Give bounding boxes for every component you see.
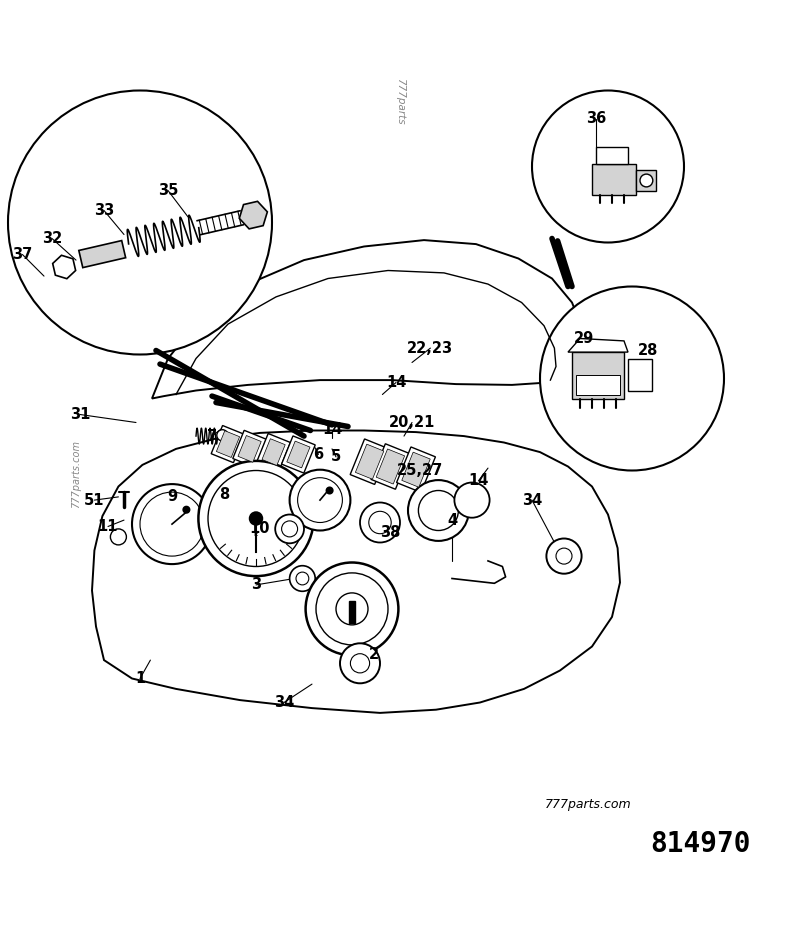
Bar (572, 352, 624, 399)
Circle shape (418, 491, 458, 530)
Text: 37: 37 (12, 247, 33, 262)
Circle shape (640, 174, 653, 187)
Text: 51: 51 (84, 493, 105, 508)
Polygon shape (355, 444, 384, 479)
Circle shape (454, 482, 490, 518)
Circle shape (316, 573, 388, 645)
Circle shape (296, 572, 309, 585)
Text: 20,21: 20,21 (389, 415, 435, 430)
Text: 29: 29 (574, 331, 594, 346)
Polygon shape (376, 449, 405, 484)
Circle shape (8, 90, 272, 355)
Polygon shape (79, 241, 126, 268)
Polygon shape (371, 444, 410, 490)
Text: 35: 35 (158, 183, 178, 198)
Circle shape (532, 90, 684, 243)
Bar (636, 171, 656, 191)
Circle shape (546, 538, 582, 574)
Polygon shape (211, 425, 245, 463)
Text: 2: 2 (370, 647, 379, 662)
Circle shape (132, 484, 212, 564)
Text: 32: 32 (42, 231, 62, 246)
Text: 38: 38 (380, 525, 401, 540)
Text: 10: 10 (250, 521, 270, 536)
Text: 14: 14 (322, 422, 342, 437)
Circle shape (369, 512, 391, 533)
Bar (628, 359, 652, 390)
Circle shape (326, 487, 333, 493)
Circle shape (290, 566, 315, 591)
Text: 14: 14 (468, 474, 489, 489)
Text: 9: 9 (167, 490, 177, 505)
Text: 777parts.com: 777parts.com (545, 797, 631, 810)
Polygon shape (286, 441, 310, 468)
Polygon shape (350, 439, 389, 484)
Circle shape (540, 287, 724, 471)
Circle shape (208, 471, 304, 567)
Text: 3: 3 (251, 577, 261, 592)
Circle shape (556, 549, 572, 564)
Text: 14: 14 (386, 375, 406, 390)
Bar (576, 375, 620, 395)
Circle shape (336, 593, 368, 624)
Polygon shape (152, 240, 584, 399)
Text: 4: 4 (447, 513, 457, 529)
Polygon shape (92, 431, 620, 713)
Text: 777parts.com: 777parts.com (71, 440, 81, 509)
Polygon shape (216, 431, 240, 457)
Circle shape (110, 529, 126, 545)
Bar (349, 601, 355, 623)
Text: 5: 5 (331, 450, 341, 464)
Text: 25,27: 25,27 (397, 463, 443, 478)
Circle shape (408, 480, 469, 541)
Polygon shape (402, 452, 430, 487)
Text: E: E (254, 531, 258, 537)
Polygon shape (568, 339, 628, 352)
Circle shape (290, 470, 350, 530)
Circle shape (340, 643, 380, 683)
Circle shape (140, 493, 204, 556)
Circle shape (298, 477, 342, 523)
Text: 11: 11 (98, 519, 118, 534)
Polygon shape (282, 436, 315, 474)
Circle shape (183, 507, 190, 512)
Text: 814970: 814970 (650, 830, 750, 858)
Polygon shape (257, 434, 290, 471)
Text: 34: 34 (522, 493, 542, 508)
Text: 36: 36 (586, 111, 606, 126)
Circle shape (282, 521, 298, 537)
Text: 34: 34 (274, 695, 294, 710)
Polygon shape (238, 436, 262, 462)
Text: 6: 6 (314, 447, 323, 462)
Circle shape (217, 430, 228, 441)
Circle shape (360, 503, 400, 543)
Text: 7: 7 (207, 429, 217, 443)
Circle shape (275, 514, 304, 543)
Bar (596, 146, 628, 164)
Text: 22,23: 22,23 (407, 341, 454, 356)
Text: 33: 33 (94, 203, 114, 218)
Polygon shape (262, 438, 286, 465)
Circle shape (198, 461, 314, 576)
Text: 777parts: 777parts (395, 79, 405, 125)
Circle shape (250, 512, 262, 525)
Text: 8: 8 (219, 487, 229, 502)
Text: 31: 31 (70, 407, 90, 422)
Polygon shape (397, 447, 435, 493)
Bar (592, 164, 636, 195)
Text: 28: 28 (638, 343, 658, 358)
Circle shape (306, 563, 398, 656)
Polygon shape (233, 430, 266, 468)
Circle shape (350, 654, 370, 673)
Text: 1: 1 (135, 671, 145, 686)
